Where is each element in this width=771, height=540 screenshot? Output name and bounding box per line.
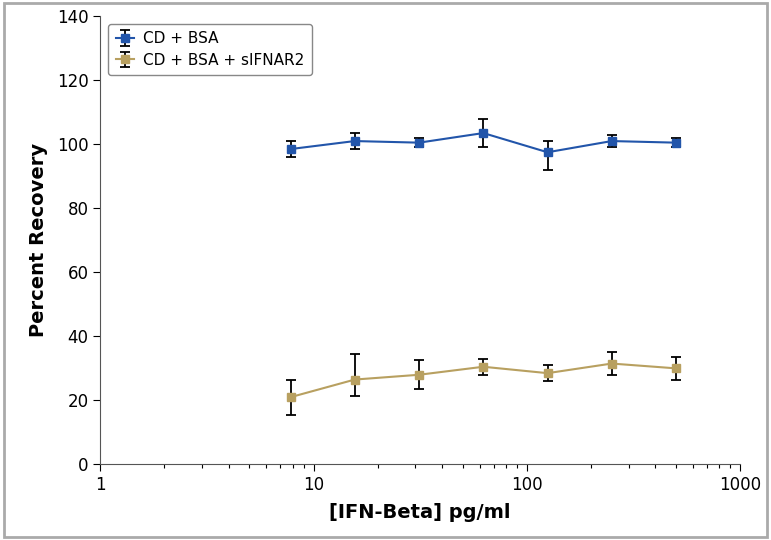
Y-axis label: Percent Recovery: Percent Recovery [29,143,49,338]
X-axis label: [IFN-Beta] pg/ml: [IFN-Beta] pg/ml [329,503,511,522]
Legend: CD + BSA, CD + BSA + sIFNAR2: CD + BSA, CD + BSA + sIFNAR2 [108,24,312,75]
